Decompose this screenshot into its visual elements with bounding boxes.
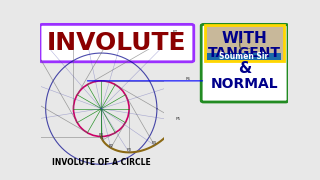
Text: P2: P2 (108, 144, 113, 148)
FancyBboxPatch shape (205, 25, 284, 61)
Text: P0: P0 (99, 132, 104, 136)
Text: ( :: ( : (238, 39, 251, 52)
FancyBboxPatch shape (201, 24, 288, 102)
Text: P5: P5 (176, 117, 181, 121)
Text: WITH: WITH (222, 31, 268, 46)
FancyBboxPatch shape (207, 53, 281, 60)
Text: P1: P1 (100, 136, 105, 140)
Text: TANGENT: TANGENT (208, 46, 281, 60)
Text: P4: P4 (152, 141, 157, 145)
Text: Soumen Sir: Soumen Sir (220, 52, 269, 61)
FancyBboxPatch shape (40, 24, 194, 62)
Text: INVOLUTE OF A CIRCLE: INVOLUTE OF A CIRCLE (52, 158, 151, 166)
Text: NORMAL: NORMAL (211, 77, 278, 91)
Text: P3: P3 (126, 148, 132, 152)
Text: P6: P6 (186, 77, 191, 81)
Text: INVOLUTE: INVOLUTE (47, 31, 187, 55)
Text: &: & (238, 61, 251, 76)
Text: P7: P7 (173, 30, 178, 34)
